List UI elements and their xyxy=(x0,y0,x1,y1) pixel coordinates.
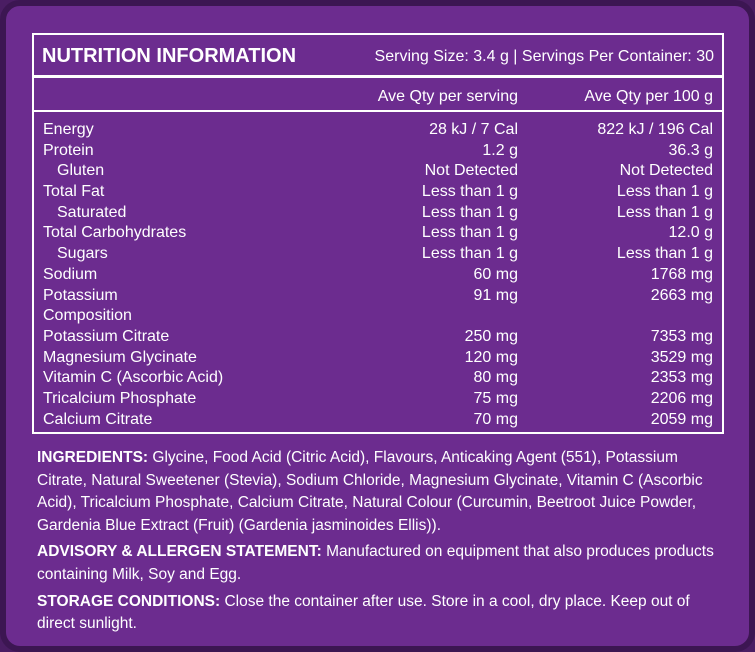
nutrient-name: Tricalcium Phosphate xyxy=(43,389,197,407)
column-header: Ave Qty per serving xyxy=(377,88,518,105)
per-100g: 822 kJ / 196 Cal xyxy=(597,121,713,138)
per-100g: 2663 mg xyxy=(650,286,713,304)
table-row: Sodium 60 mg 1768 mg xyxy=(34,265,722,286)
per-100g: Less than 1 g xyxy=(616,203,713,221)
per-serving: Less than 1 g xyxy=(421,183,518,201)
nutrient-name: Total Fat xyxy=(43,183,105,201)
nutrient-name: Total Carbohydrates xyxy=(43,224,187,242)
per-serving: Less than 1 g xyxy=(421,245,518,263)
divider xyxy=(34,75,722,78)
nutrient-name: Sodium xyxy=(43,265,98,283)
statement-text: Glycine, Food Acid (Citric Acid), Flavou… xyxy=(37,449,703,534)
per-100g: 3529 mg xyxy=(650,348,713,366)
statement: STORAGE CONDITIONS: Close the container … xyxy=(37,591,729,636)
statement: ADVISORY & ALLERGEN STATEMENT: Manufactu… xyxy=(37,541,729,586)
divider xyxy=(34,110,722,112)
per-100g: 7353 mg xyxy=(650,327,713,345)
per-100g: 36.3 g xyxy=(668,141,713,159)
statement-label: STORAGE CONDITIONS: xyxy=(37,592,221,610)
table-title: NUTRITION INFORMATION xyxy=(42,45,297,67)
nutrient-name: Saturated xyxy=(57,203,127,221)
table-row: Potassium 91 mg 2663 mg xyxy=(34,286,722,307)
per-serving: 70 mg xyxy=(473,410,518,428)
statement-label: INGREDIENTS: xyxy=(37,449,149,466)
nutrient-name: Energy xyxy=(43,121,94,138)
table-row: Magnesium Glycinate 120 mg 3529 mg xyxy=(34,348,722,369)
per-100g: Not Detected xyxy=(619,162,713,180)
per-serving: 1.2 g xyxy=(482,141,518,159)
label-text: INGREDIENTS: Glycine, Food Acid (Citric … xyxy=(37,447,729,640)
statement: INGREDIENTS: Glycine, Food Acid (Citric … xyxy=(37,447,729,537)
table-row: Composition xyxy=(34,306,722,327)
nutrient-name: Calcium Citrate xyxy=(43,410,153,428)
table-row: Energy 28 kJ / 7 Cal 822 kJ / 196 Cal xyxy=(34,120,722,141)
per-serving: 60 mg xyxy=(473,265,518,283)
per-serving: Less than 1 g xyxy=(421,203,518,221)
table-row: Protein 1.2 g 36.3 g xyxy=(34,141,722,162)
table-row: Total Carbohydrates Less than 1 g 12.0 g xyxy=(34,223,722,244)
per-100g: 2059 mg xyxy=(650,410,713,428)
per-serving: 91 mg xyxy=(473,286,518,304)
statement-label: ADVISORY & ALLERGEN STATEMENT: xyxy=(37,543,322,561)
nutrient-name: Gluten xyxy=(57,162,105,180)
table-row: Potassium Citrate 250 mg 7353 mg xyxy=(34,327,722,348)
table-row: Vitamin C (Ascorbic Acid) 80 mg 2353 mg xyxy=(34,368,722,389)
per-serving: Not Detected xyxy=(424,162,518,180)
column-header: Ave Qty per 100 g xyxy=(584,88,713,105)
nutrient-name: Composition xyxy=(43,307,132,325)
per-100g: 12.0 g xyxy=(668,224,713,242)
table-row: Tricalcium Phosphate 75 mg 2206 mg xyxy=(34,389,722,410)
per-serving: 120 mg xyxy=(464,348,518,366)
table-row: Total Fat Less than 1 g Less than 1 g xyxy=(34,182,722,203)
per-100g: Less than 1 g xyxy=(616,183,713,201)
nutrient-name: Potassium Citrate xyxy=(43,327,170,345)
table-body: Energy 28 kJ / 7 Cal 822 kJ / 196 Cal Prote… xyxy=(34,120,722,430)
statement-text: Manufactured on equipment that also prod… xyxy=(37,543,714,583)
per-serving: 250 mg xyxy=(464,327,518,345)
table-row: Saturated Less than 1 g Less than 1 g xyxy=(34,203,722,224)
per-100g: 2353 mg xyxy=(650,369,713,387)
table-row: Gluten Not Detected Not Detected xyxy=(34,161,722,182)
nutrition-table: NUTRITION INFORMATION Serving Size: 3.4 … xyxy=(32,33,724,434)
per-serving: 75 mg xyxy=(473,389,518,407)
nutrient-name: Vitamin C (Ascorbic Acid) xyxy=(43,369,224,387)
nutrient-name: Sugars xyxy=(57,245,108,263)
per-100g: Less than 1 g xyxy=(616,245,713,263)
nutrient-name: Potassium xyxy=(43,286,118,304)
nutrient-name: Protein xyxy=(43,141,94,159)
per-serving: Less than 1 g xyxy=(421,224,518,242)
per-100g: 2206 mg xyxy=(650,389,713,407)
per-serving: 28 kJ / 7 Cal xyxy=(429,121,518,138)
per-100g: 1768 mg xyxy=(650,265,713,283)
table-row: Sugars Less than 1 g Less than 1 g xyxy=(34,244,722,265)
per-serving: 80 mg xyxy=(473,369,518,387)
table-row: Calcium Citrate 70 mg 2059 mg xyxy=(34,410,722,431)
nutrient-name: Magnesium Glycinate xyxy=(43,348,197,366)
statement-text: Close the container after use. Store in … xyxy=(37,592,690,633)
serving-info: Serving Size: 3.4 g | Servings Per Conta… xyxy=(374,48,714,65)
